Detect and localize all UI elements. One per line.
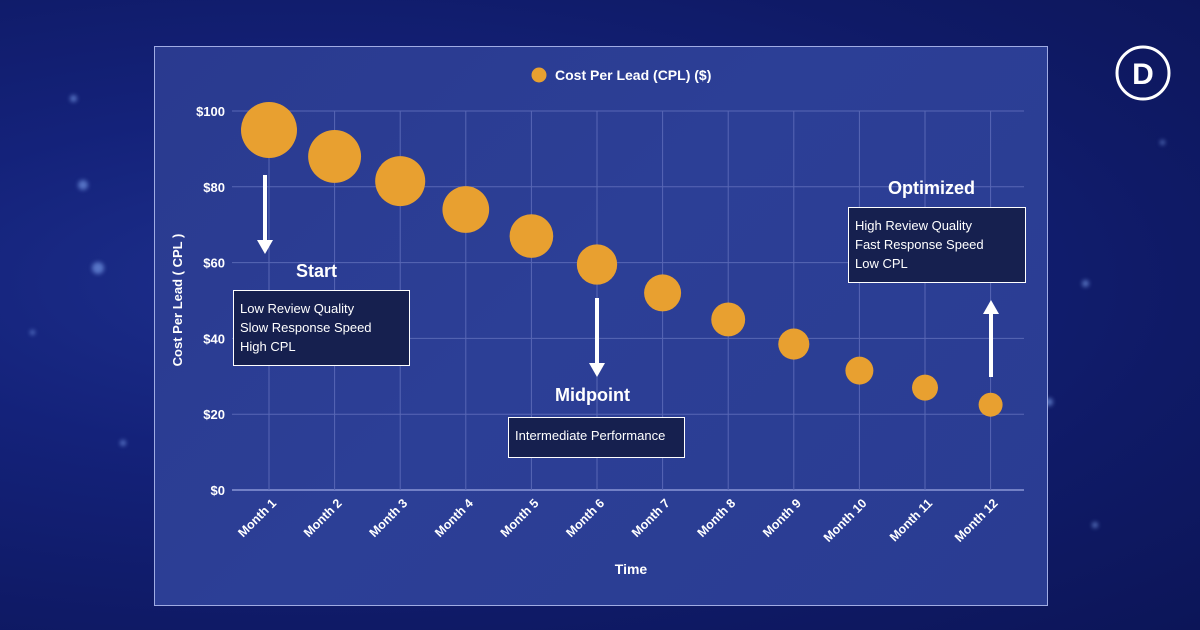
y-tick-label: $100 xyxy=(196,104,225,119)
logo-letter: D xyxy=(1132,58,1154,91)
x-tick-label: Month 8 xyxy=(695,496,739,540)
x-tick-label: Month 9 xyxy=(760,496,804,540)
bokeh-light xyxy=(70,95,77,102)
legend-marker xyxy=(531,67,547,83)
bokeh-light xyxy=(92,262,104,274)
y-tick-label: $40 xyxy=(203,331,225,346)
x-tick-label: Month 2 xyxy=(301,496,345,540)
data-point xyxy=(978,392,1003,417)
x-tick-label: Month 7 xyxy=(629,496,673,540)
data-point xyxy=(778,328,810,360)
data-point xyxy=(442,186,490,233)
x-tick-label: Month 6 xyxy=(563,496,607,540)
y-tick-label: $60 xyxy=(203,256,225,271)
optimized-line: High Review Quality xyxy=(855,218,973,233)
x-tick-label: Month 12 xyxy=(952,496,1001,545)
data-point xyxy=(509,214,554,258)
y-tick-label: $80 xyxy=(203,180,225,195)
x-tick-label: Month 5 xyxy=(498,496,542,540)
optimized-line: Low CPL xyxy=(855,256,908,271)
data-point xyxy=(375,156,426,207)
x-tick-label: Month 11 xyxy=(887,496,935,544)
optimized-title: Optimized xyxy=(888,178,976,198)
bokeh-light xyxy=(30,330,35,335)
x-tick-label: Month 1 xyxy=(235,496,279,540)
start-line: Low Review Quality xyxy=(240,301,355,316)
bokeh-light xyxy=(1160,140,1165,145)
arrow-up-optimized xyxy=(983,300,999,377)
data-point xyxy=(576,244,618,285)
data-point xyxy=(845,356,874,385)
data-point xyxy=(711,302,746,337)
x-tick-label: Month 3 xyxy=(367,496,411,540)
brand-logo-icon: D xyxy=(1115,45,1171,101)
data-point xyxy=(241,101,297,158)
optimized-box: High Review Quality Fast Response Speed … xyxy=(848,207,1026,283)
bokeh-light xyxy=(78,180,88,190)
midpoint-box: Intermediate Performance xyxy=(508,417,685,458)
y-axis-title: Cost Per Lead ( CPL ) xyxy=(170,234,185,367)
x-axis-title: Time xyxy=(615,561,648,577)
bokeh-light xyxy=(1092,522,1098,528)
bokeh-light xyxy=(120,440,126,446)
midpoint-title: Midpoint xyxy=(555,385,630,405)
x-tick-label: Month 10 xyxy=(821,496,870,545)
arrow-down-start xyxy=(257,175,273,254)
y-axis-ticks: $0 $20 $40 $60 $80 $100 xyxy=(196,104,225,498)
optimized-line: Fast Response Speed xyxy=(855,237,984,252)
legend-label: Cost Per Lead (CPL) ($) xyxy=(555,67,711,83)
data-points xyxy=(241,101,1003,417)
start-box: Low Review Quality Slow Response Speed H… xyxy=(233,290,410,366)
start-title: Start xyxy=(296,261,338,281)
start-line: High CPL xyxy=(240,339,296,354)
bokeh-light xyxy=(1082,280,1089,287)
midpoint-line: Intermediate Performance xyxy=(515,428,666,443)
bokeh-light xyxy=(1045,398,1053,406)
data-point xyxy=(912,374,938,401)
arrow-down-midpoint xyxy=(589,298,605,377)
y-tick-label: $0 xyxy=(211,483,225,498)
y-tick-label: $20 xyxy=(203,407,225,422)
x-tick-label: Month 4 xyxy=(432,496,476,540)
data-point xyxy=(308,130,362,183)
data-point xyxy=(644,274,682,312)
x-axis-ticks: Month 1 Month 2 Month 3 Month 4 Month 5 Month… xyxy=(235,496,1000,545)
start-line: Slow Response Speed xyxy=(240,320,372,335)
